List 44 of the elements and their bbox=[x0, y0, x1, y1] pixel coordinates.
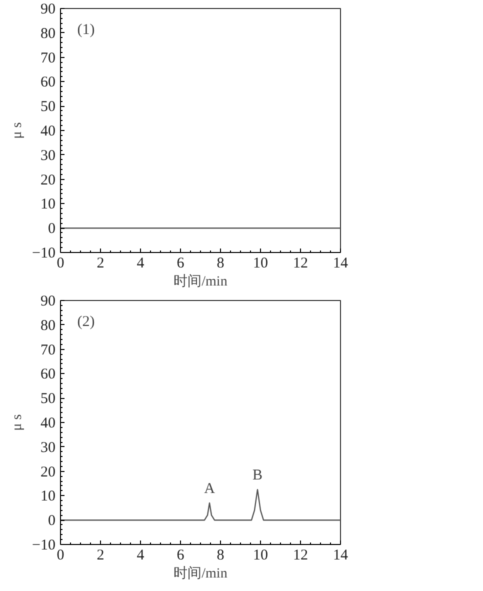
x-axis-title: 时间/min bbox=[174, 566, 228, 582]
x-tick-label: 8 bbox=[216, 548, 224, 564]
x-tick-label: 12 bbox=[293, 256, 308, 272]
x-tick-label: 12 bbox=[293, 548, 308, 564]
x-tick-label: 10 bbox=[253, 548, 268, 564]
annotation: (1) bbox=[77, 22, 95, 38]
x-tick-label: 14 bbox=[333, 548, 348, 564]
y-tick-label: 90 bbox=[40, 294, 56, 310]
y-tick-label: 10 bbox=[40, 196, 56, 213]
y-tick-label: 40 bbox=[40, 124, 56, 140]
y-tick-label: 30 bbox=[40, 148, 56, 164]
y-axis-title: μ s bbox=[10, 414, 26, 431]
x-tick-label: 6 bbox=[176, 548, 185, 564]
x-tick-label: 8 bbox=[216, 256, 224, 272]
x-tick-label: 2 bbox=[96, 548, 104, 564]
x-tick-label: 6 bbox=[176, 256, 185, 272]
y-tick-label: 20 bbox=[40, 464, 56, 480]
y-tick-label: 30 bbox=[40, 440, 56, 456]
x-axis-title: 时间/min bbox=[174, 274, 228, 290]
y-tick-label: 50 bbox=[40, 391, 56, 408]
x-tick-label: 2 bbox=[96, 256, 104, 272]
y-tick-label: 0 bbox=[48, 221, 56, 238]
x-tick-label: 14 bbox=[333, 256, 348, 272]
x-tick-label: 10 bbox=[253, 256, 268, 272]
annotation: B bbox=[252, 468, 263, 484]
y-tick-label: 80 bbox=[40, 26, 56, 42]
y-tick-label: 80 bbox=[40, 318, 56, 334]
y-tick-label: 0 bbox=[48, 513, 56, 530]
y-tick-label: 40 bbox=[40, 416, 56, 432]
y-tick-label: 70 bbox=[40, 50, 56, 66]
y-tick-label: 60 bbox=[40, 74, 56, 91]
y-tick-label: 50 bbox=[40, 99, 56, 116]
annotation: (2) bbox=[77, 314, 95, 330]
y-tick-label: 60 bbox=[40, 366, 56, 383]
y-tick-label: 70 bbox=[40, 342, 56, 358]
y-tick-label: −10 bbox=[32, 538, 56, 554]
annotation: A bbox=[204, 481, 216, 498]
y-tick-label: 90 bbox=[40, 2, 56, 18]
y-axis-title: μ s bbox=[10, 122, 26, 139]
y-tick-label: 20 bbox=[40, 172, 56, 188]
y-tick-label: −10 bbox=[32, 246, 56, 262]
x-tick-label: 4 bbox=[136, 548, 145, 564]
x-tick-label: 4 bbox=[136, 256, 145, 272]
y-tick-label: 10 bbox=[40, 488, 56, 505]
